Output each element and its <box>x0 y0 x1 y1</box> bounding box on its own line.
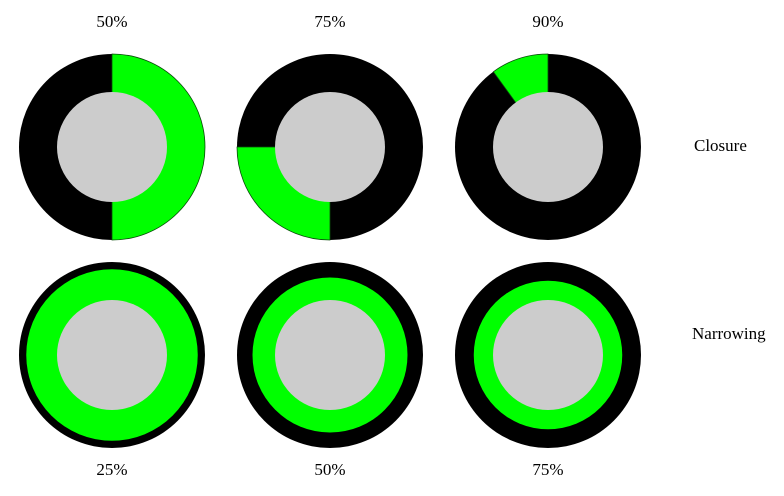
closure-percent-label-3: 90% <box>532 12 563 32</box>
closure-row-label: Closure <box>694 136 747 156</box>
narrowing-percent-label-2: 50% <box>314 460 345 480</box>
closure-inner-3 <box>493 92 603 202</box>
narrowing-row-label: Narrowing <box>692 324 766 344</box>
narrowing-percent-label-1: 25% <box>96 460 127 480</box>
closure-inner-2 <box>275 92 385 202</box>
narrowing-inner-2 <box>275 300 385 410</box>
narrowing-inner-3 <box>493 300 603 410</box>
narrowing-inner-1 <box>57 300 167 410</box>
narrowing-percent-label-3: 75% <box>532 460 563 480</box>
closure-inner-1 <box>57 92 167 202</box>
closure-percent-label-1: 50% <box>96 12 127 32</box>
closure-percent-label-2: 75% <box>314 12 345 32</box>
